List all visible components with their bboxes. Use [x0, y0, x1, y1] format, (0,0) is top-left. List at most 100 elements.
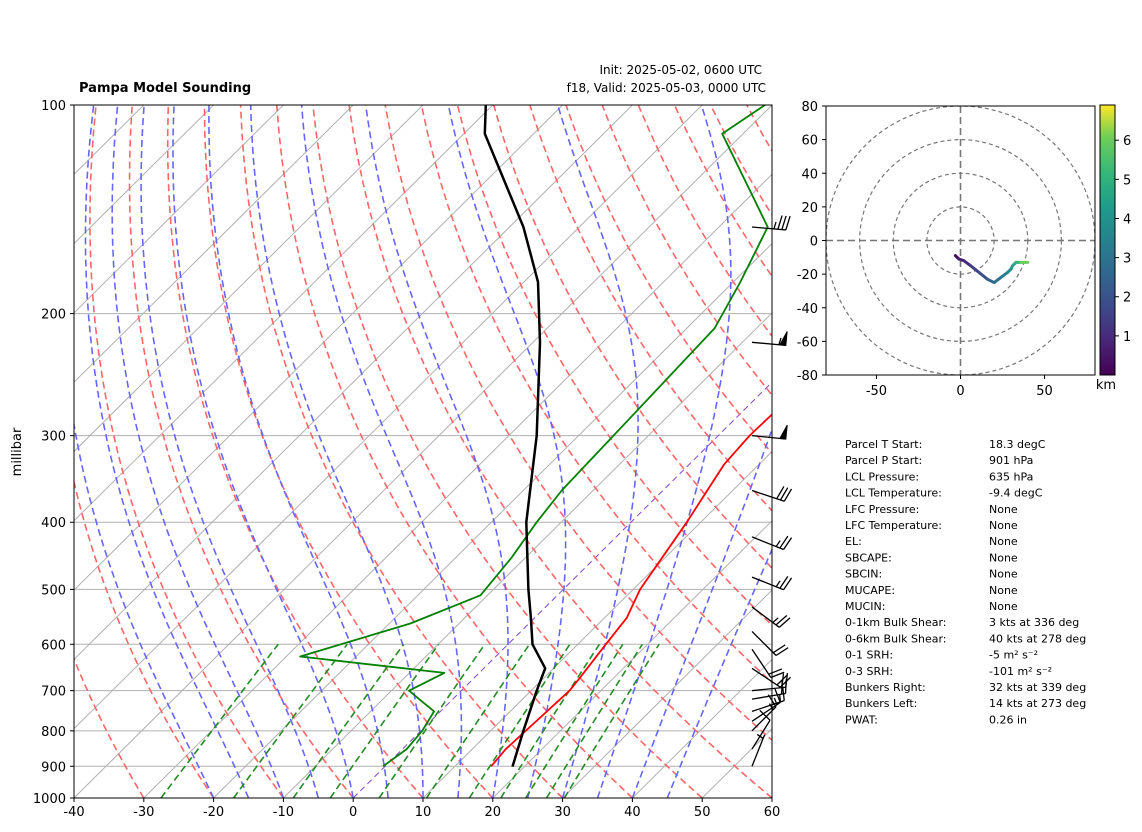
- moist-adiabat: [84, 105, 250, 798]
- dry-adiabat: [128, 105, 354, 798]
- mixing-ratio-line: [425, 643, 531, 798]
- y-tick-label: 500: [41, 583, 66, 598]
- moist-adiabat: [249, 105, 424, 798]
- mixing-ratio-line: [525, 643, 624, 798]
- mixing-ratio-line: [500, 643, 601, 798]
- stat-value: None: [989, 551, 1018, 564]
- x-tick-label: 60: [764, 805, 781, 820]
- skewt-axis-ticks: -40 -30 -20 -10 0 10 20 30 40 50 60 100 200 300 400 500…: [33, 99, 780, 820]
- stat-label: EL:: [845, 535, 862, 548]
- wind-barb: [751, 606, 791, 628]
- hodo-y-tick-label: 0: [810, 235, 818, 250]
- skewt-background-lines: [74, 105, 772, 798]
- stat-label: LFC Pressure:: [845, 503, 919, 516]
- skewt-profiles: [299, 105, 772, 768]
- wind-barb: [751, 486, 793, 502]
- stat-value: 901 hPa: [989, 454, 1033, 467]
- wind-barb: [751, 630, 789, 657]
- wind-barb: [751, 215, 791, 231]
- isotherm-line: [771, 797, 772, 798]
- x-tick-label: 50: [694, 805, 711, 820]
- colorbar-tick-label: 3: [1123, 252, 1131, 267]
- wind-barb: [751, 575, 793, 591]
- y-tick-label: 1000: [33, 792, 66, 807]
- hodo-y-tick-label: -60: [797, 335, 818, 350]
- isotherm-line: [562, 589, 772, 798]
- hodo-y-tick-label: -40: [797, 302, 818, 317]
- hodograph-axis-ticks: -50 0 50 80 60 40 20 0 -20 -40 -60 -80: [797, 100, 1053, 399]
- isotherm-line: [632, 658, 772, 798]
- stat-value: None: [989, 600, 1018, 613]
- colorbar-tick-label: 6: [1123, 134, 1131, 149]
- stat-value: 14 kts at 273 deg: [989, 697, 1086, 710]
- isotherm-line: [74, 105, 633, 661]
- hodograph-segment: [977, 270, 989, 281]
- dry-adiabat: [239, 105, 564, 798]
- stat-label: Parcel P Start:: [845, 454, 922, 467]
- isotherm-line: [74, 105, 772, 798]
- y-tick-label: 400: [41, 516, 66, 531]
- dry-adiabat: [312, 105, 703, 798]
- stat-label: SBCAPE:: [845, 551, 892, 564]
- mixing-ratio-line: [292, 643, 405, 798]
- stat-label: LCL Pressure:: [845, 470, 919, 483]
- moist-adiabat: [172, 105, 354, 798]
- dry-adiabat: [529, 105, 772, 512]
- stat-label: LFC Temperature:: [845, 519, 942, 532]
- stat-label: LCL Temperature:: [845, 487, 942, 500]
- parcel-profile: [483, 105, 547, 767]
- moist-adiabat: [631, 427, 772, 798]
- stat-label: Bunkers Left:: [845, 697, 917, 710]
- moist-adiabat: [74, 420, 215, 798]
- isotherm-line: [74, 105, 214, 245]
- hodo-x-tick-label: 50: [1036, 384, 1053, 399]
- stat-value: 0.26 in: [989, 713, 1027, 726]
- init-time-label: Init: 2025-05-02, 0600 UTC: [599, 63, 762, 77]
- stat-label: 0-3 SRH:: [845, 665, 893, 678]
- mixing-ratio-line: [329, 643, 440, 798]
- x-tick-label: -40: [63, 805, 84, 820]
- y-tick-label: 900: [41, 760, 66, 775]
- colorbar-tick-label: 2: [1123, 291, 1131, 306]
- stat-value: 635 hPa: [989, 470, 1033, 483]
- sounding-stats-table: Parcel T Start: 18.3 degC Parcel P Start: 9…: [845, 438, 1086, 726]
- y-tick-label: 700: [41, 685, 66, 700]
- x-tick-label: 10: [415, 805, 432, 820]
- wind-barbs: [751, 215, 793, 767]
- stat-value: None: [989, 535, 1018, 548]
- stat-value: -5 m² s⁻²: [989, 649, 1038, 662]
- x-tick-label: -10: [273, 805, 294, 820]
- colorbar-tick-label: 4: [1123, 212, 1131, 227]
- wind-barb: [751, 331, 788, 347]
- isotherm-line: [74, 105, 703, 730]
- hodograph-trace: [953, 254, 1030, 285]
- stat-label: 0-1 SRH:: [845, 649, 893, 662]
- stat-value: None: [989, 519, 1018, 532]
- dry-adiabat: [709, 105, 772, 217]
- isotherm-line: [492, 520, 772, 798]
- dry-adiabat: [166, 105, 424, 798]
- x-tick-label: 20: [485, 805, 502, 820]
- y-axis-label: millibar: [10, 427, 25, 476]
- wind-barb: [751, 709, 771, 750]
- colorbar-unit-label: km: [1096, 378, 1116, 393]
- stat-label: 0-6km Bulk Shear:: [845, 632, 947, 645]
- hodo-y-tick-label: 20: [801, 201, 818, 216]
- moist-adiabat: [300, 105, 463, 798]
- mixing-ratio-line: [378, 643, 486, 798]
- moist-adiabat: [364, 105, 509, 798]
- hodo-y-tick-label: 40: [801, 167, 818, 182]
- stat-value: 3 kts at 336 deg: [989, 616, 1079, 629]
- y-tick-label: 800: [41, 725, 66, 740]
- wind-barb: [751, 648, 785, 679]
- dry-adiabat: [673, 105, 772, 278]
- height-colorbar: [1099, 104, 1116, 376]
- moist-adiabat: [596, 105, 732, 798]
- isotherm-line: [143, 173, 772, 798]
- dry-adiabat: [348, 105, 772, 798]
- hodo-y-tick-label: 60: [801, 134, 818, 149]
- wind-barb: [751, 667, 792, 688]
- dry-adiabat: [276, 105, 633, 798]
- stat-label: 0-1km Bulk Shear:: [845, 616, 947, 629]
- x-tick-label: -20: [203, 805, 224, 820]
